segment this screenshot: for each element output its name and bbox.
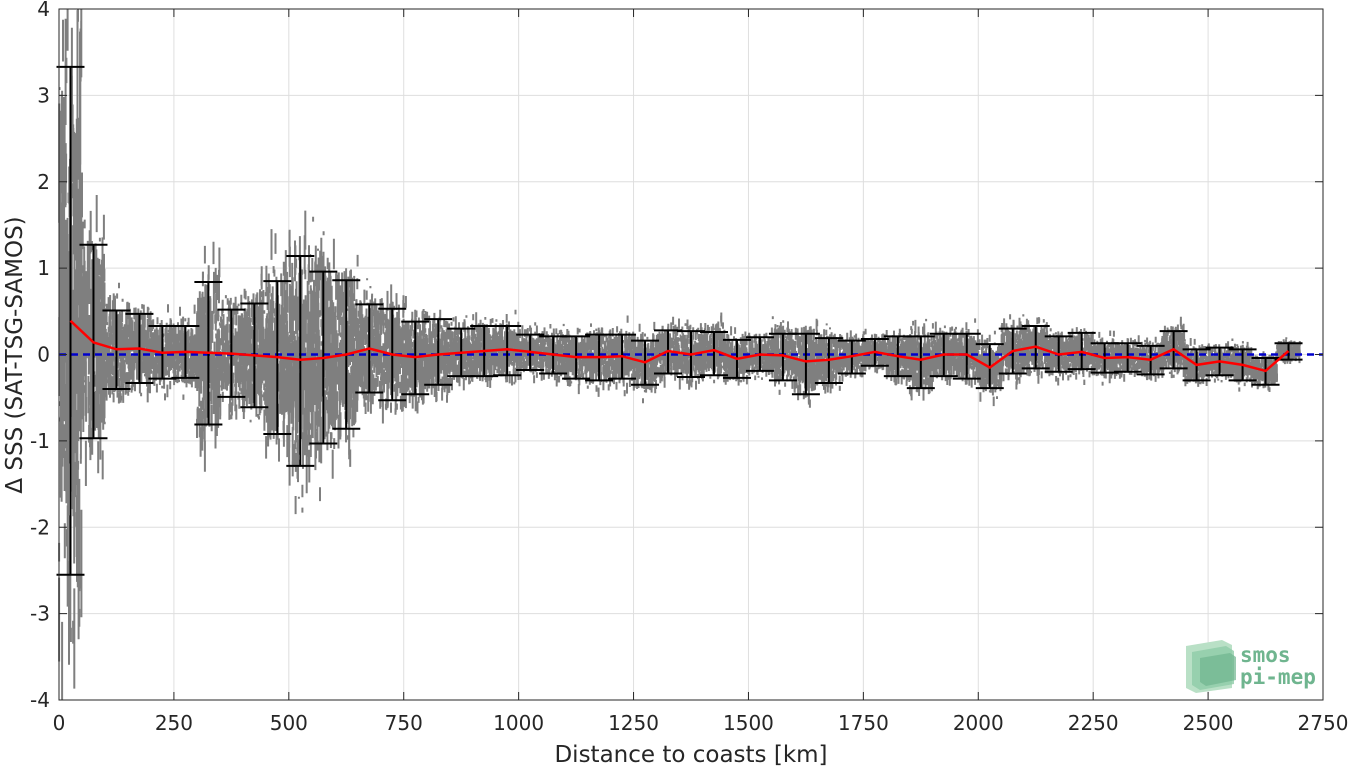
y-axis-ticks: -4 -3 -2 -1 0 1 2 3 4	[30, 0, 1323, 712]
error-bar	[952, 332, 981, 380]
x-tick-label: 2500	[1183, 711, 1234, 735]
error-bar	[791, 332, 820, 396]
y-tick-label: -3	[30, 602, 50, 626]
error-bar	[424, 318, 453, 386]
logo-icon	[1186, 640, 1236, 693]
logo-line2: pi-mep	[1240, 665, 1316, 689]
x-tick-label: 1000	[493, 711, 544, 735]
y-tick-label: -1	[30, 429, 50, 453]
y-tick-label: 0	[37, 343, 50, 367]
error-bar	[286, 255, 315, 467]
scatter-streaks	[58, 9, 1301, 700]
scatter-points	[58, 9, 1301, 700]
x-tick-label: 2750	[1298, 711, 1349, 735]
error-bar	[906, 335, 935, 390]
x-tick-label: 1250	[608, 711, 659, 735]
x-tick-label: 250	[155, 711, 193, 735]
x-axis-ticks: 0 250 500 750 1000 1250 1500 1750 2000 2250 2500 27…	[53, 9, 1349, 735]
y-tick-label: 3	[37, 83, 50, 107]
y-axis-label: Δ SSS (SAT-TSG-SAMOS)	[2, 216, 28, 493]
y-tick-label: 1	[37, 256, 50, 280]
x-tick-label: 1500	[723, 711, 774, 735]
x-tick-label: 0	[53, 711, 66, 735]
mean-line	[69, 319, 1290, 373]
y-tick-label: -2	[30, 515, 50, 539]
mean-line-group	[69, 319, 1290, 373]
y-tick-label: 2	[37, 170, 50, 194]
x-tick-label: 2000	[953, 711, 1004, 735]
x-tick-label: 2250	[1068, 711, 1119, 735]
y-tick-label: -4	[30, 688, 50, 712]
error-bar	[493, 324, 522, 377]
smos-pi-mep-logo: smos pi-mep	[1186, 640, 1316, 693]
logo-line1: smos	[1240, 643, 1291, 667]
x-tick-label: 1750	[838, 711, 889, 735]
x-tick-label: 750	[385, 711, 423, 735]
error-bar	[699, 331, 728, 377]
x-tick-label: 500	[270, 711, 308, 735]
y-tick-label: 4	[37, 0, 50, 21]
x-axis-label: Distance to coasts [km]	[554, 742, 827, 768]
